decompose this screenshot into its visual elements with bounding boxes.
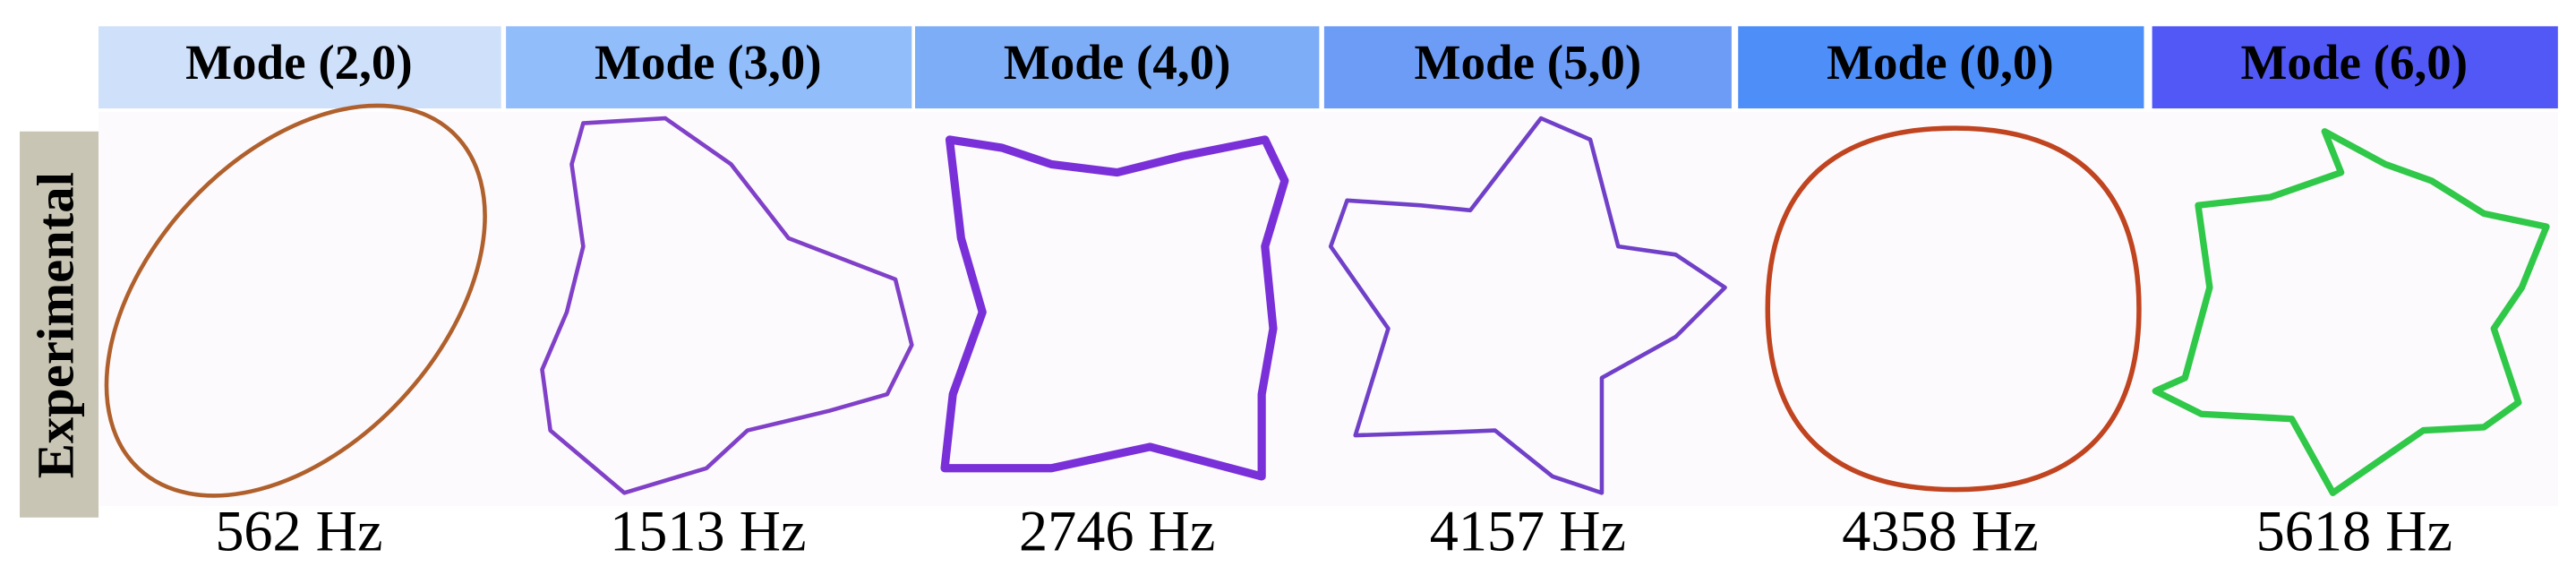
mode-shape xyxy=(1328,116,1727,495)
frequency-label: 4358 Hz xyxy=(1842,500,2038,563)
frequency-label: 5618 Hz xyxy=(2256,500,2452,563)
mode-header: Mode (3,0) xyxy=(595,35,822,90)
frequency-label: 2746 Hz xyxy=(1019,500,1215,563)
frequency-label: 1513 Hz xyxy=(610,500,806,563)
mode-header: Mode (6,0) xyxy=(2240,35,2468,90)
mode-shape xyxy=(2152,128,2550,496)
mode-shape xyxy=(940,135,1289,481)
mode-shape xyxy=(104,103,487,498)
panel-background xyxy=(98,111,2558,506)
mode-shape xyxy=(1765,125,2142,493)
row-label: Experimental xyxy=(26,172,84,478)
mode-header: Mode (2,0) xyxy=(185,35,413,90)
mode-shape xyxy=(540,116,914,495)
header-bar xyxy=(1323,26,1732,109)
mode-header: Mode (5,0) xyxy=(1415,35,1642,90)
mode-header: Mode (0,0) xyxy=(1827,35,2054,90)
mode-header: Mode (4,0) xyxy=(1004,35,1231,90)
frequency-label: 4157 Hz xyxy=(1430,500,1626,563)
row-label-box xyxy=(20,131,99,518)
frequency-label: 562 Hz xyxy=(215,500,382,563)
header-bar xyxy=(506,26,912,109)
header-bar xyxy=(1738,26,2144,109)
header-bar xyxy=(2152,26,2558,109)
header-bar xyxy=(98,26,501,109)
header-bar xyxy=(914,26,1320,109)
